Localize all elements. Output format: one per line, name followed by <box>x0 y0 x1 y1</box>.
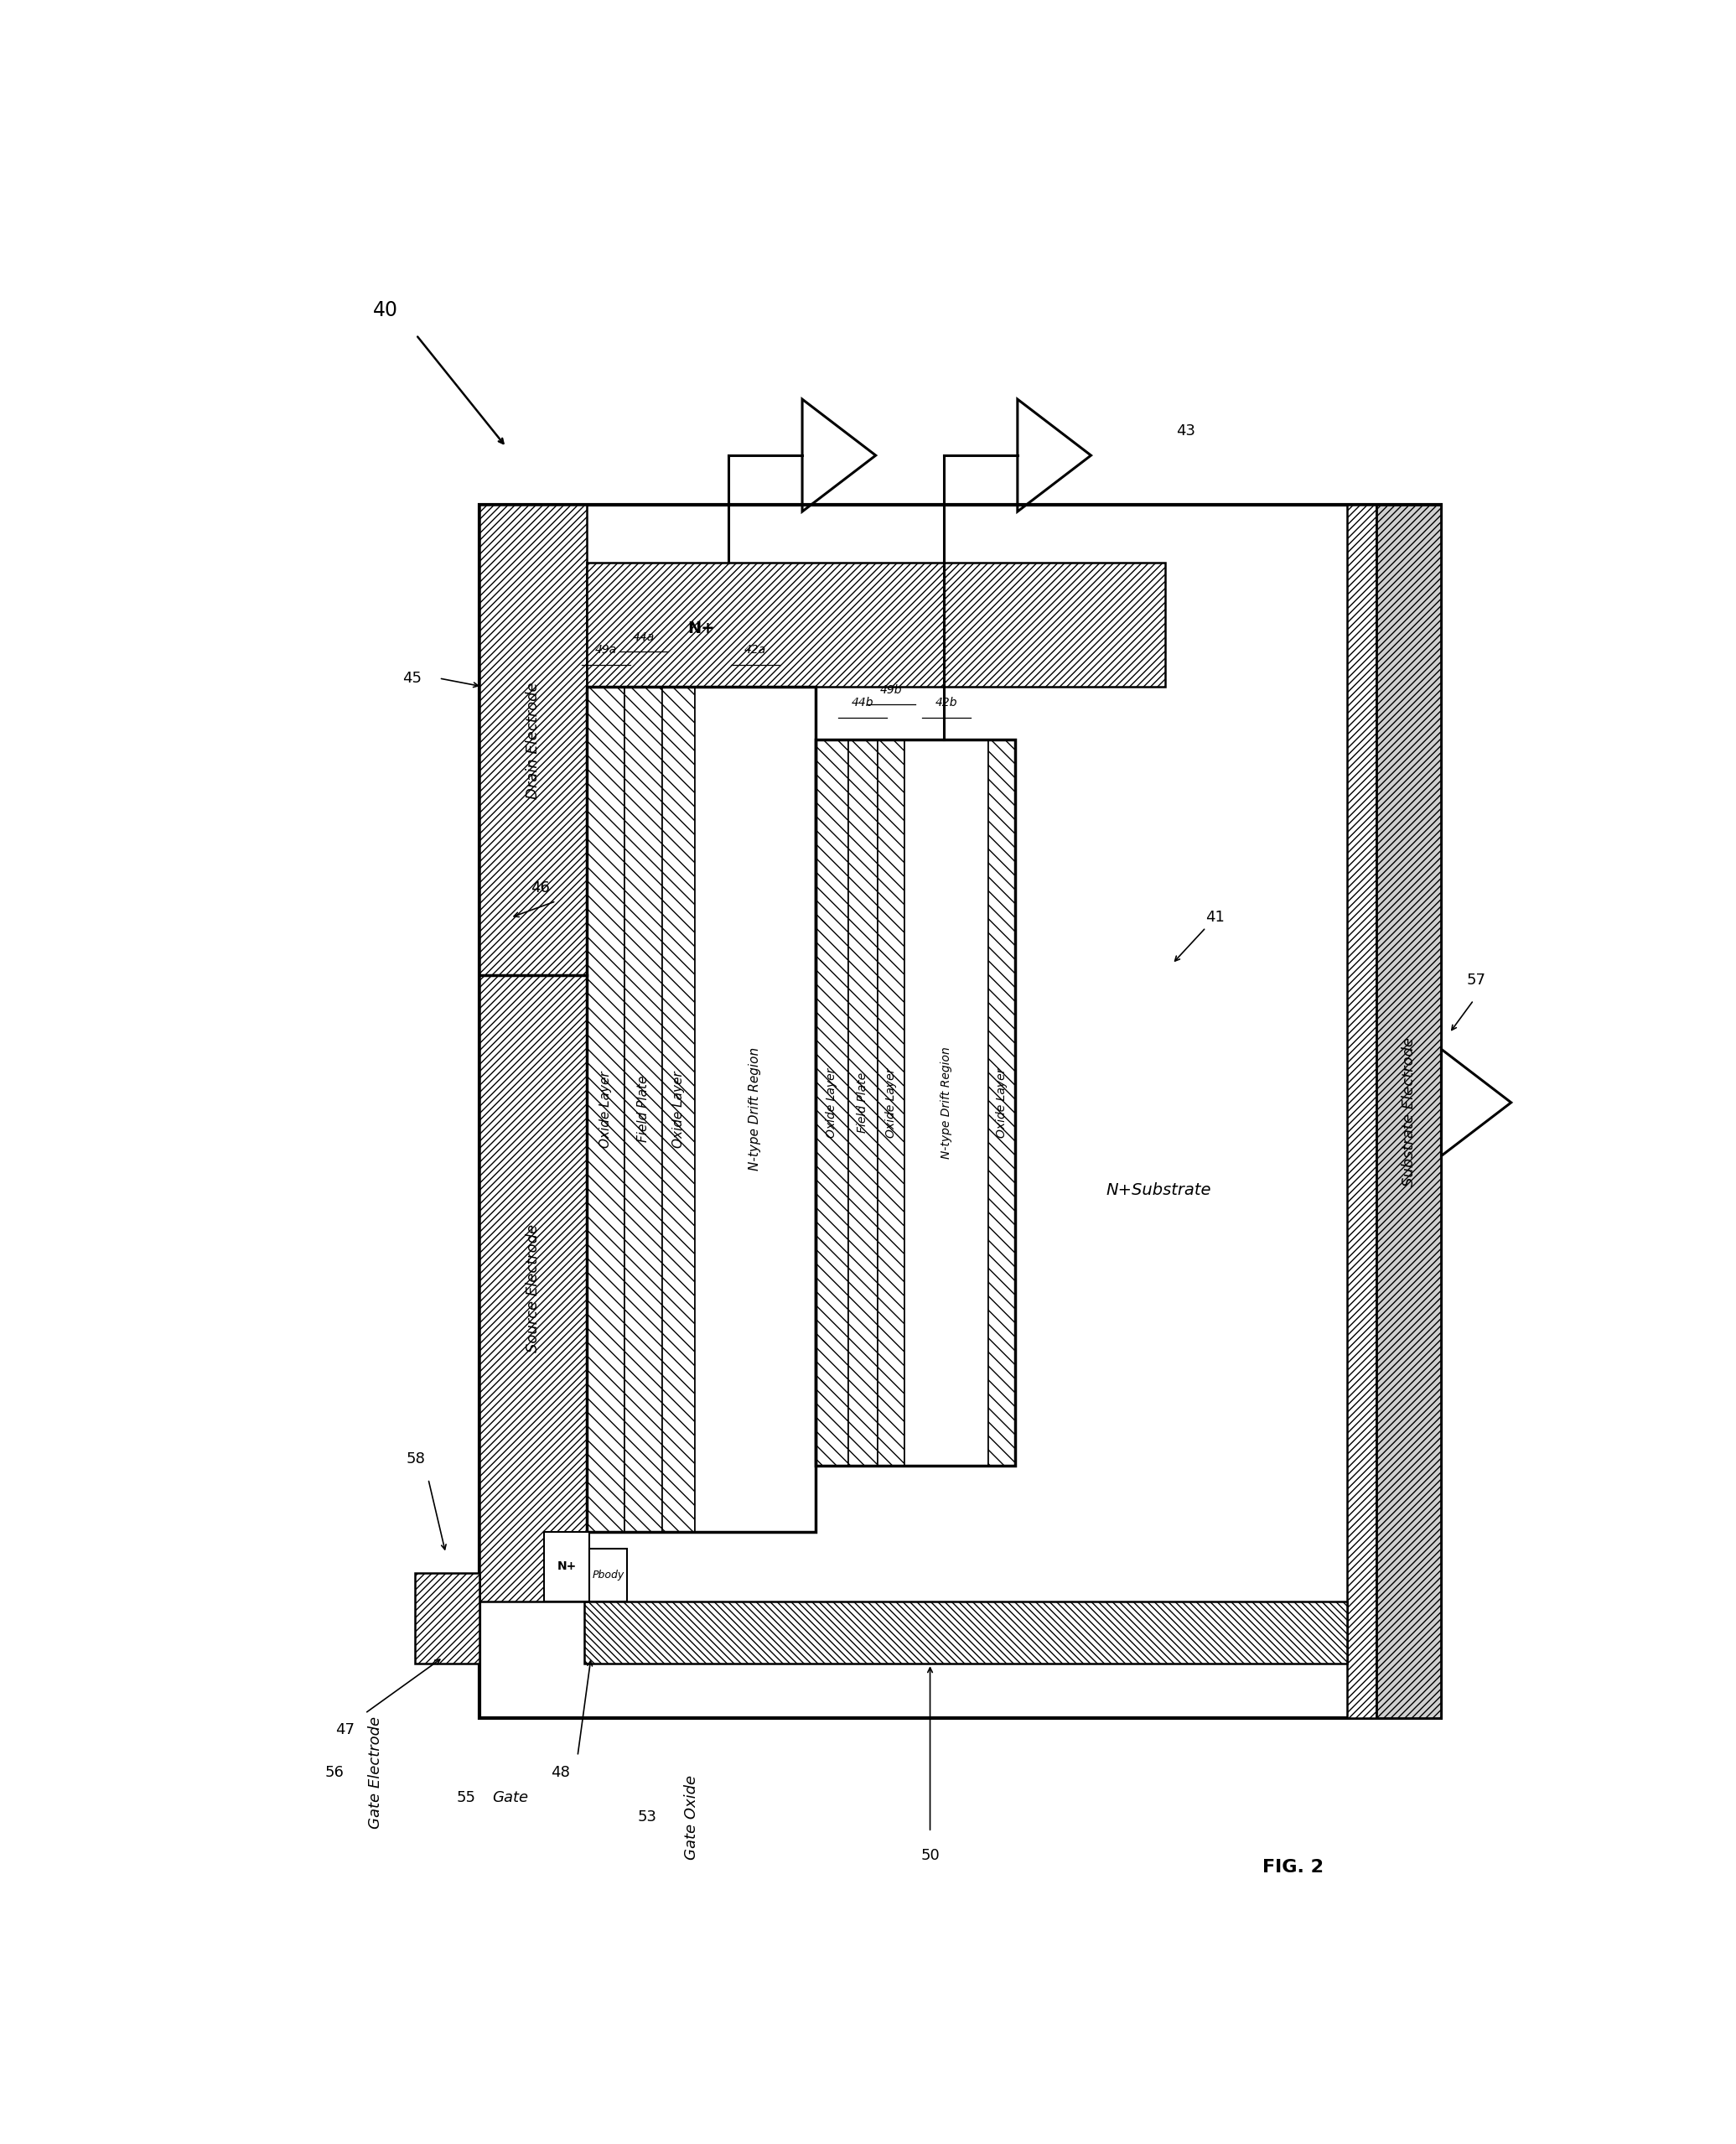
Text: Oxide Layer: Oxide Layer <box>599 1070 613 1147</box>
Bar <box>1377 506 1441 1717</box>
Bar <box>590 1548 627 1602</box>
Bar <box>816 740 847 1466</box>
Text: FIG. 2: FIG. 2 <box>1262 1859 1325 1876</box>
Text: 42a: 42a <box>745 645 766 656</box>
Text: Oxide Layer: Oxide Layer <box>826 1068 838 1138</box>
Text: Gate Oxide: Gate Oxide <box>684 1775 700 1859</box>
Text: N-type Drift Region: N-type Drift Region <box>941 1046 951 1158</box>
Text: 44a: 44a <box>632 630 654 643</box>
Text: Gate: Gate <box>493 1790 528 1805</box>
Text: N-type Drift Region: N-type Drift Region <box>748 1048 762 1171</box>
Text: 44b: 44b <box>852 697 873 710</box>
Text: N+: N+ <box>687 622 715 637</box>
Text: Source Electrode: Source Electrode <box>526 1224 540 1353</box>
Bar <box>988 740 1016 1466</box>
Bar <box>587 686 816 1531</box>
Bar <box>816 740 1016 1466</box>
Text: Field Plate: Field Plate <box>858 1072 868 1132</box>
Text: 48: 48 <box>550 1765 569 1780</box>
Bar <box>904 740 988 1466</box>
Text: Oxide Layer: Oxide Layer <box>885 1068 898 1138</box>
Bar <box>694 686 816 1531</box>
Bar <box>663 686 694 1531</box>
Bar <box>479 976 587 1602</box>
Text: 56: 56 <box>325 1765 344 1780</box>
Bar <box>587 686 625 1531</box>
Text: 57: 57 <box>1467 973 1486 988</box>
Text: Gate Electrode: Gate Electrode <box>368 1717 384 1829</box>
Text: 42b: 42b <box>936 697 957 710</box>
Bar <box>479 506 587 976</box>
Text: 58: 58 <box>406 1451 425 1466</box>
Bar <box>543 1531 590 1602</box>
Text: 47: 47 <box>335 1722 354 1737</box>
Text: 49b: 49b <box>880 684 903 695</box>
Bar <box>847 740 878 1466</box>
Text: 50: 50 <box>920 1848 939 1863</box>
Text: 53: 53 <box>637 1810 658 1825</box>
Text: 41: 41 <box>1207 909 1226 926</box>
Text: Drain Electrode: Drain Electrode <box>526 682 540 800</box>
Text: N+: N+ <box>557 1561 576 1572</box>
Bar <box>479 506 1441 1717</box>
Text: Oxide Layer: Oxide Layer <box>672 1070 684 1147</box>
Text: Field Plate: Field Plate <box>637 1076 649 1143</box>
Text: 43: 43 <box>1175 422 1196 437</box>
Bar <box>878 740 904 1466</box>
Text: N+Substrate: N+Substrate <box>1106 1181 1212 1198</box>
Bar <box>587 562 1165 686</box>
Bar <box>585 1602 1347 1664</box>
Bar <box>625 686 663 1531</box>
Bar <box>415 1574 479 1664</box>
Text: 45: 45 <box>403 671 422 686</box>
Text: 55: 55 <box>457 1790 476 1805</box>
Text: Pbody: Pbody <box>592 1569 625 1580</box>
Text: 49a: 49a <box>595 645 616 656</box>
Text: Oxide Layer: Oxide Layer <box>995 1068 1007 1138</box>
Bar <box>1347 506 1377 1717</box>
Text: 40: 40 <box>373 300 398 319</box>
Text: Substrate Electrode: Substrate Electrode <box>1401 1038 1417 1186</box>
Text: 46: 46 <box>529 881 550 896</box>
